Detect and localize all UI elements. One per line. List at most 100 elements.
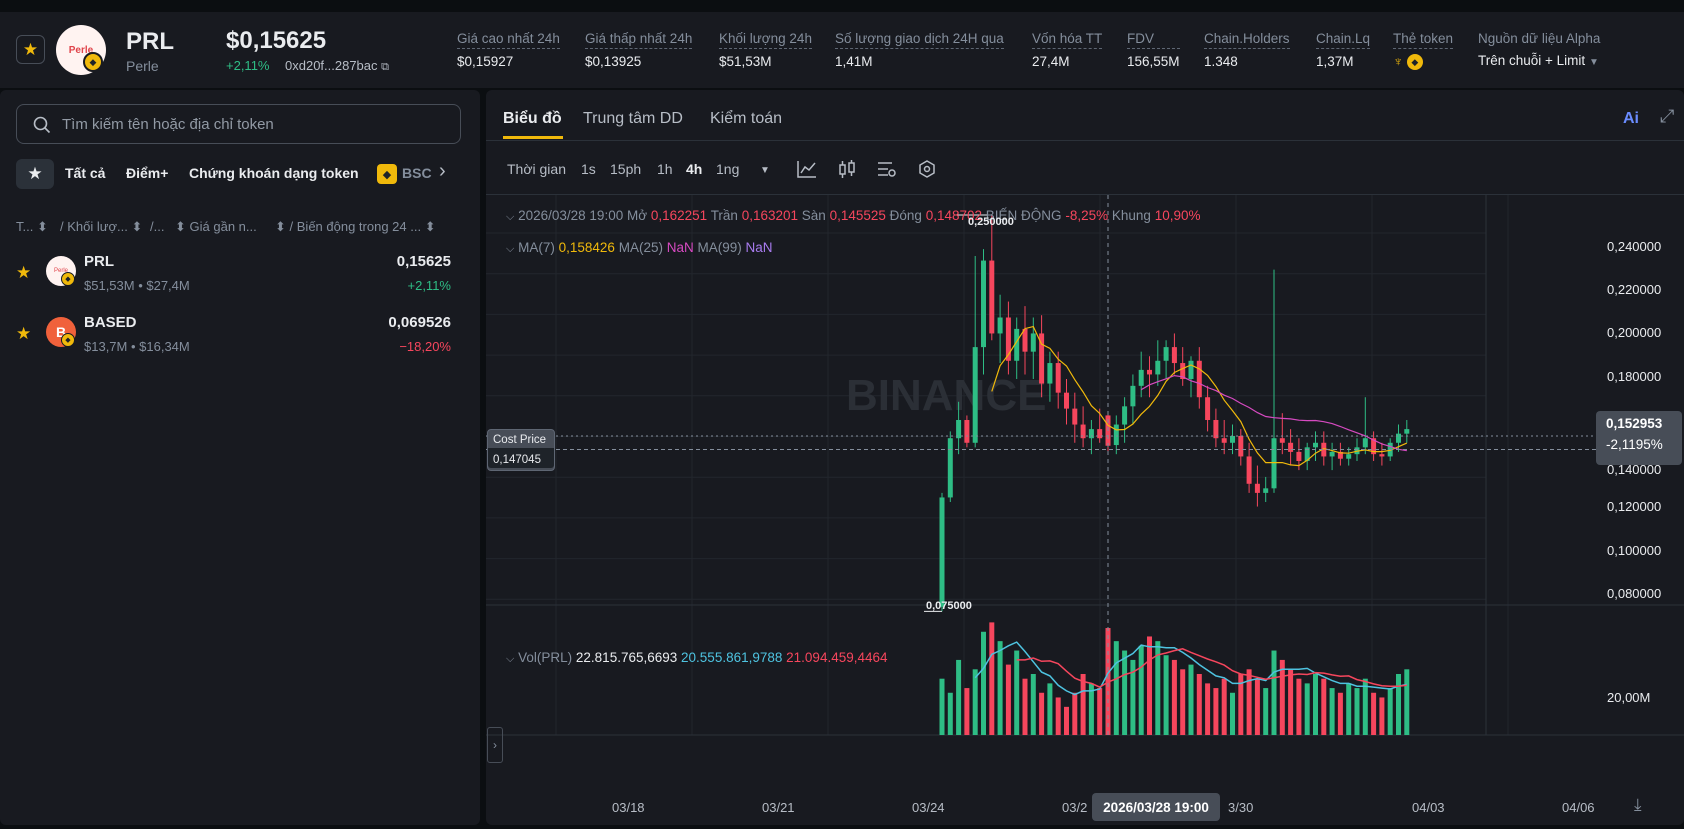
volume-bar (1279, 659, 1285, 735)
trophy-icon[interactable]: ♆ (1393, 54, 1404, 69)
volume-bar (1346, 683, 1352, 735)
candle-body (1147, 369, 1152, 375)
stat-value: $0,13925 (585, 54, 642, 69)
token-change: −18,20% (399, 339, 451, 354)
stat-value: 27,4M (1032, 54, 1070, 69)
candle-body (1155, 360, 1161, 375)
column-header-change[interactable]: ⬍ / Biến động trong 24 ... ⬍ (275, 219, 436, 235)
column-header-price[interactable]: ⬍ Giá gần n... (175, 219, 257, 235)
column-header-mcap[interactable]: /... (150, 219, 164, 234)
interval-1h[interactable]: 1h (657, 161, 673, 177)
column-header-volume[interactable]: / Khối lượ... ⬍ (60, 219, 142, 235)
column-header-token[interactable]: T... ⬍ (16, 219, 48, 235)
scale-toggle-icon[interactable]: ⤓ (1634, 795, 1642, 814)
data-source-selector[interactable]: Nguồn dữ liệu Alpha Trên chuỗi + Limit ▼ (1478, 31, 1600, 68)
candle-body (1171, 347, 1177, 364)
favorite-star-icon[interactable]: ★ (16, 263, 32, 282)
volume-bar (1271, 650, 1277, 735)
indicator-icon[interactable] (797, 160, 817, 178)
stat-24h-trades: Số lượng giao dịch 24H qua 1,41M (835, 31, 1004, 69)
token-list-panel (0, 90, 480, 825)
volume-bar (997, 641, 1003, 735)
sort-icon[interactable]: ⬍ (175, 219, 186, 234)
volume-bar (1362, 678, 1368, 735)
token-meta: $51,53M • $27,4M (84, 278, 190, 293)
search-input[interactable]: Tìm kiếm tên hoặc địa chỉ token (16, 104, 461, 144)
x-tick: 03/24 (912, 800, 945, 815)
collapse-chevron-icon[interactable]: ⌵ (506, 211, 515, 223)
collapse-chevron-icon[interactable]: ⌵ (506, 243, 515, 255)
token-tags: ♆ ◆ (1393, 54, 1453, 71)
token-price: 0,15625 (396, 253, 451, 270)
volume-bar (1396, 674, 1401, 735)
interval-1d[interactable]: 1ng (716, 161, 740, 177)
ai-icon[interactable]: Ai (1623, 110, 1639, 127)
source-value[interactable]: Trên chuỗi + Limit ▼ (1478, 53, 1600, 68)
candle-body (1047, 363, 1053, 384)
chevron-down-icon[interactable]: ▼ (1588, 57, 1599, 68)
x-tick: 03/2 (1062, 800, 1088, 815)
bsc-chain-icon[interactable]: ◆ (377, 164, 397, 184)
copy-icon[interactable]: ⧉ (381, 61, 390, 73)
chevron-right-icon[interactable]: › (439, 160, 446, 182)
volume-bar (1354, 688, 1360, 735)
interval-4h[interactable]: 4h (686, 161, 703, 177)
ma25-label: MA(25) (618, 240, 663, 255)
ma25-line (1140, 374, 1407, 452)
candle-body (1238, 435, 1244, 457)
interval-1s[interactable]: 1s (581, 161, 596, 177)
volume-bar (1304, 683, 1310, 735)
price-change: +2,11% (226, 58, 270, 73)
tab-dd-center[interactable]: Trung tâm DD (583, 110, 683, 127)
change-label: BIẾN ĐỘNG (985, 208, 1062, 223)
collapse-chevron-icon[interactable]: ⌵ (506, 653, 515, 665)
expand-sidebar-chevron-icon[interactable]: › (487, 727, 503, 763)
filter-all[interactable]: Tất cả (65, 165, 106, 181)
sort-icon[interactable]: ⬍ (424, 219, 436, 234)
interval-more-chevron-icon[interactable]: ▼ (760, 165, 770, 176)
y-tick: 0,080000 (1607, 586, 1662, 601)
expand-icon[interactable]: ⤢ (1660, 106, 1675, 126)
current-price: 0,152953 (1606, 416, 1663, 431)
stat-label: Khối lượng 24h (719, 31, 812, 49)
stat-label: Thẻ token (1393, 31, 1454, 49)
candle-body (1072, 408, 1078, 425)
tab-chart[interactable]: Biểu đồ (503, 110, 562, 127)
chart-settings-icon[interactable] (877, 160, 897, 178)
interval-15m[interactable]: 15ph (610, 161, 642, 177)
source-value-text: Trên chuỗi + Limit (1478, 53, 1586, 68)
sort-icon[interactable]: ⬍ (36, 219, 48, 234)
favorite-star-icon[interactable]: ★ (16, 35, 45, 64)
y-tick: 0,240000 (1607, 239, 1662, 254)
crosshair-time-label: 2026/03/28 19:00 (1092, 793, 1220, 821)
current-change: -2,1195% (1606, 437, 1663, 452)
vol-y-tick: 20,00M (1607, 690, 1651, 705)
candle-body (1055, 363, 1061, 393)
cost-price-tag[interactable]: Cost Price 0,147045 (487, 429, 555, 471)
candle-body (1362, 438, 1368, 448)
filter-bsc[interactable]: BSC (402, 165, 432, 181)
volume-bar (1246, 669, 1252, 735)
token-symbol: PRL (126, 28, 174, 55)
filter-favorites-star-icon[interactable]: ★ (16, 159, 54, 189)
candle-type-icon[interactable] (837, 159, 857, 179)
price-chart[interactable]: BINANCE (486, 195, 1684, 825)
hexagon-settings-icon[interactable] (917, 159, 937, 179)
tab-audit[interactable]: Kiểm toán (710, 110, 783, 127)
contract-address-text: 0xd20f...287bac (285, 58, 378, 73)
filter-points[interactable]: Điểm+ (126, 165, 169, 181)
volume-bar (1005, 664, 1011, 735)
sort-icon[interactable]: ⬍ (131, 219, 143, 234)
binance-tag-icon[interactable]: ◆ (1406, 54, 1423, 71)
vol-ma1-value: 20.555.861,9788 (681, 650, 783, 665)
sort-icon[interactable]: ⬍ (275, 219, 286, 234)
filter-tokenized-stocks[interactable]: Chứng khoán dạng token (189, 165, 359, 181)
contract-address[interactable]: 0xd20f...287bac ⧉ (285, 58, 389, 74)
candle-body (1221, 438, 1227, 443)
favorite-star-icon[interactable]: ★ (16, 324, 32, 343)
candle-body (1321, 442, 1327, 457)
volume-bar (1171, 659, 1177, 735)
candle-body (1379, 454, 1385, 457)
volume-bar (964, 688, 970, 735)
candle-body (1039, 333, 1045, 384)
